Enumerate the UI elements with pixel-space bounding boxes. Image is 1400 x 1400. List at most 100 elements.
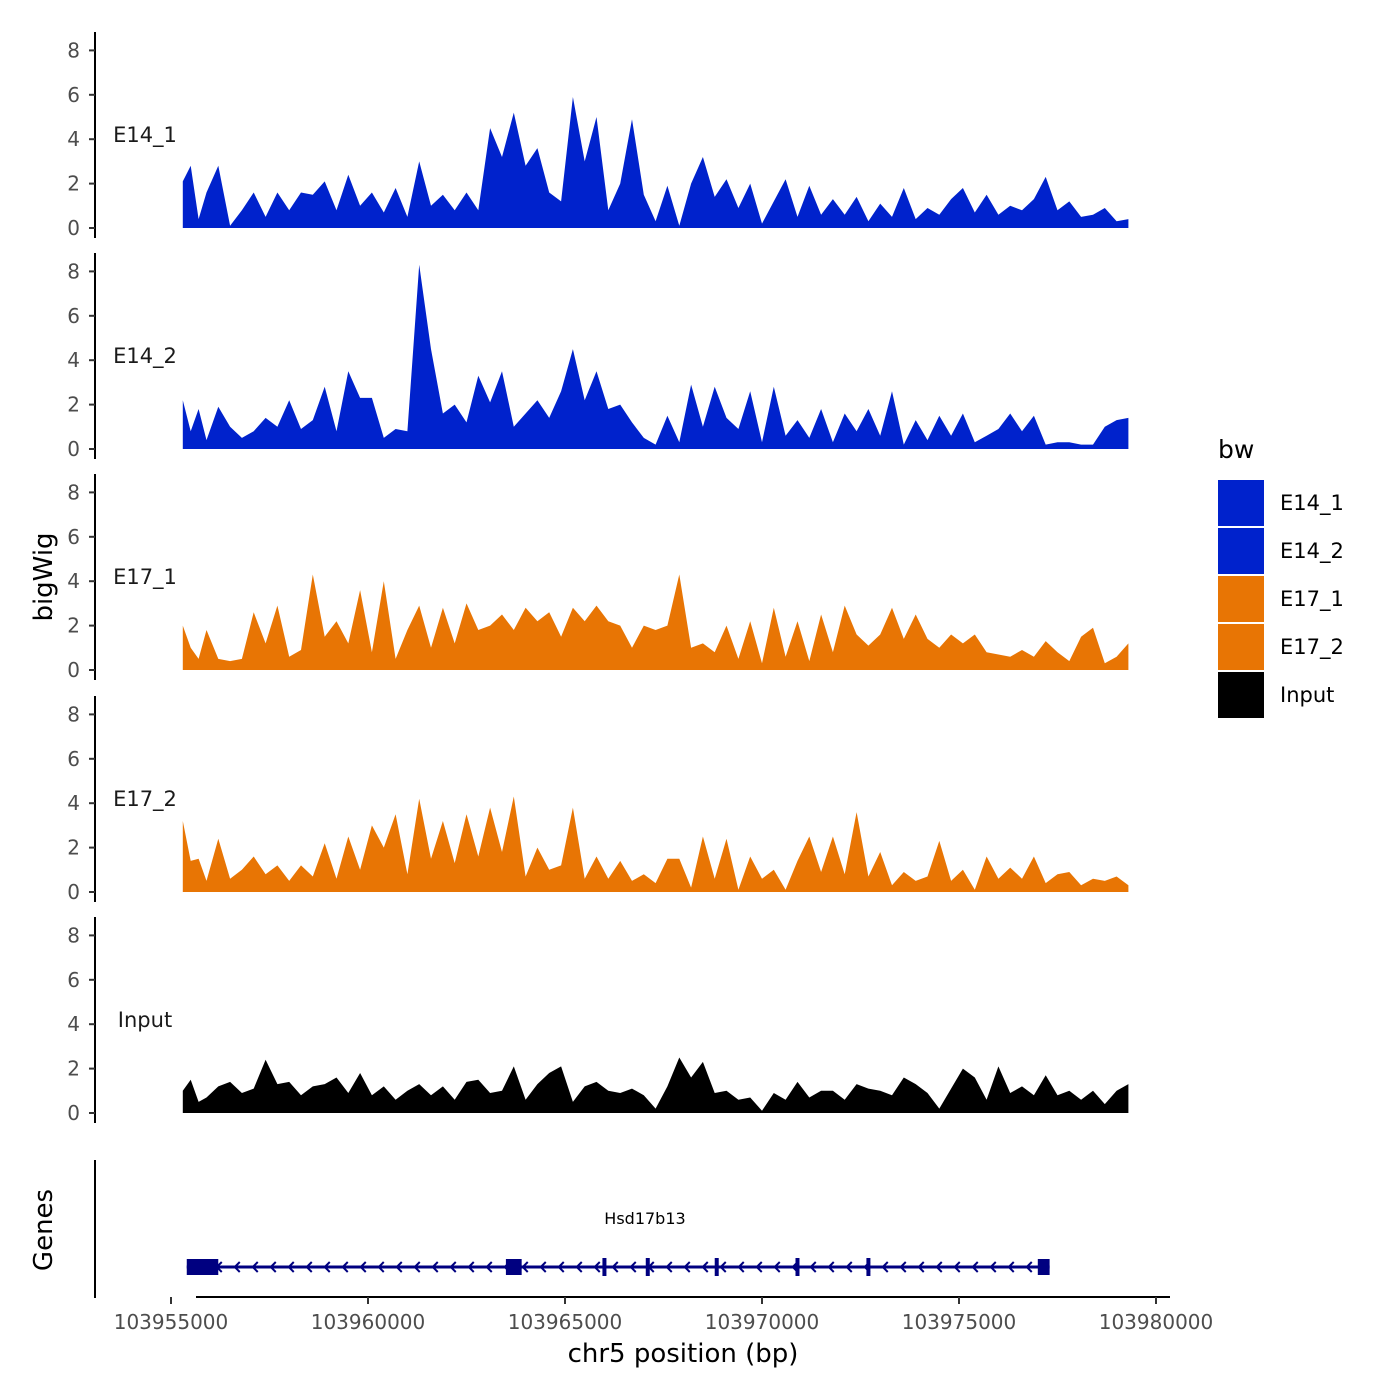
x-tick-label-0: 103955000 [114, 1310, 229, 1334]
strand-arrow [755, 1261, 763, 1273]
y-tick-label-E17_1-2: 2 [67, 614, 80, 638]
y-tick-label-Input-0: 0 [67, 1101, 80, 1125]
legend-label-E17_2: E17_2 [1280, 635, 1344, 660]
legend-swatch-E14_1 [1218, 480, 1264, 526]
strand-arrow [719, 1261, 727, 1273]
gene-track: Genes Hsd17b13 [29, 1160, 1050, 1298]
track-label-E14_1: E14_1 [113, 123, 177, 148]
track-E17_2: 0 2 4 6 8 E17_2 [67, 696, 1129, 904]
gene-exon-2 [505, 1259, 522, 1275]
legend-label-E17_1: E17_1 [1280, 587, 1344, 612]
y-tick-label-E17_1-0: 0 [67, 658, 80, 682]
tracks-layer: 0 2 4 6 8 E14_1 0 2 4 6 8 E14_2 0 2 4 6 8 E17_1 0 2 4 6 8 E17_2… [67, 32, 1129, 1125]
strand-arrow [323, 1261, 331, 1273]
x-axis-title: chr5 position (bp) [568, 1339, 799, 1369]
y-tick-label-E17_2-6: 6 [67, 747, 80, 771]
y-tick-label-E17_1-8: 8 [67, 480, 80, 504]
track-E14_2: 0 2 4 6 8 E14_2 [67, 253, 1129, 461]
strand-arrow [809, 1261, 817, 1273]
strand-arrow [557, 1261, 565, 1273]
track-E17_1: 0 2 4 6 8 E17_1 [67, 474, 1129, 682]
y-tick-label-E14_2-0: 0 [67, 437, 80, 461]
strand-arrow [971, 1261, 979, 1273]
legend-label-E14_2: E14_2 [1280, 539, 1344, 564]
y-tick-label-E17_2-0: 0 [67, 880, 80, 904]
y-tick-label-E14_1-2: 2 [67, 172, 80, 196]
legend-label-E14_1: E14_1 [1280, 491, 1344, 516]
strand-arrow [593, 1261, 601, 1273]
track-label-E17_2: E17_2 [113, 787, 177, 812]
strand-arrow [467, 1261, 475, 1273]
strand-arrow [683, 1261, 691, 1273]
strand-arrow [827, 1261, 835, 1273]
signal-area-E17_1 [182, 574, 1129, 670]
strand-arrow [395, 1261, 403, 1273]
strand-arrow [881, 1261, 889, 1273]
y-tick-label-E17_2-4: 4 [67, 791, 80, 815]
track-E14_1: 0 2 4 6 8 E14_1 [67, 32, 1129, 240]
gene-exon-5 [714, 1258, 719, 1276]
strand-arrow [665, 1261, 673, 1273]
strand-arrow [305, 1261, 313, 1273]
signal-area-E14_1 [182, 97, 1129, 228]
y-tick-label-E14_2-2: 2 [67, 393, 80, 417]
strand-arrow [521, 1261, 529, 1273]
y-tick-label-E14_1-6: 6 [67, 83, 80, 107]
track-Input: 0 2 4 6 8 Input [67, 917, 1129, 1125]
strand-arrow [233, 1261, 241, 1273]
strand-arrow [611, 1261, 619, 1273]
y-tick-label-Input-4: 4 [67, 1012, 80, 1036]
x-tick-label-5: 103980000 [1099, 1310, 1214, 1334]
strand-arrow [737, 1261, 745, 1273]
gene-name-label: Hsd17b13 [604, 1209, 685, 1228]
strand-arrow [917, 1261, 925, 1273]
y-tick-label-E14_2-4: 4 [67, 348, 80, 372]
gene-exon-3 [602, 1258, 607, 1276]
y-tick-label-E14_1-0: 0 [67, 216, 80, 240]
x-tick-label-3: 103970000 [705, 1310, 820, 1334]
strand-arrow [359, 1261, 367, 1273]
legend-swatch-E14_2 [1218, 528, 1264, 574]
y-tick-label-E17_1-4: 4 [67, 569, 80, 593]
strand-arrow [899, 1261, 907, 1273]
gene-exon-8 [1037, 1259, 1050, 1275]
strand-arrow [377, 1261, 385, 1273]
legend-swatch-E17_1 [1218, 576, 1264, 622]
signal-area-E14_2 [182, 264, 1129, 449]
strand-arrow [1025, 1261, 1033, 1273]
signal-area-E17_2 [182, 796, 1129, 892]
strand-arrow [287, 1261, 295, 1273]
x-tick-label-2: 103965000 [508, 1310, 623, 1334]
gene-exon-4 [645, 1258, 650, 1276]
strand-arrow [845, 1261, 853, 1273]
legend: bw E14_1 E14_2 E17_1 E17_2 Input [1218, 435, 1344, 718]
strand-arrow [485, 1261, 493, 1273]
track-label-Input: Input [118, 1008, 172, 1032]
y-tick-label-E17_1-6: 6 [67, 525, 80, 549]
legend-swatch-E17_2 [1218, 624, 1264, 670]
gene-exon-6 [795, 1258, 800, 1276]
strand-arrow [431, 1261, 439, 1273]
strand-arrow [251, 1261, 259, 1273]
x-tick-label-4: 103975000 [902, 1310, 1017, 1334]
strand-arrow [953, 1261, 961, 1273]
y-tick-label-E17_2-8: 8 [67, 702, 80, 726]
strand-arrow [575, 1261, 583, 1273]
legend-swatch-Input [1218, 672, 1264, 718]
y-tick-label-Input-6: 6 [67, 968, 80, 992]
x-tick-label-1: 103960000 [311, 1310, 426, 1334]
strand-arrow [629, 1261, 637, 1273]
x-axis: chr5 position (bp) 103955000 103960000 103… [114, 1296, 1214, 1369]
y-axis-title: bigWig [29, 532, 59, 621]
legend-label-Input: Input [1280, 683, 1334, 707]
y-tick-label-Input-8: 8 [67, 923, 80, 947]
y-tick-label-E14_1-8: 8 [67, 38, 80, 62]
strand-arrow [413, 1261, 421, 1273]
y-tick-label-E14_2-6: 6 [67, 304, 80, 328]
strand-arrow [341, 1261, 349, 1273]
signal-area-Input [182, 1057, 1129, 1113]
strand-arrow [449, 1261, 457, 1273]
strand-arrow [539, 1261, 547, 1273]
strand-arrow [701, 1261, 709, 1273]
gene-track-label: Genes [29, 1189, 59, 1271]
